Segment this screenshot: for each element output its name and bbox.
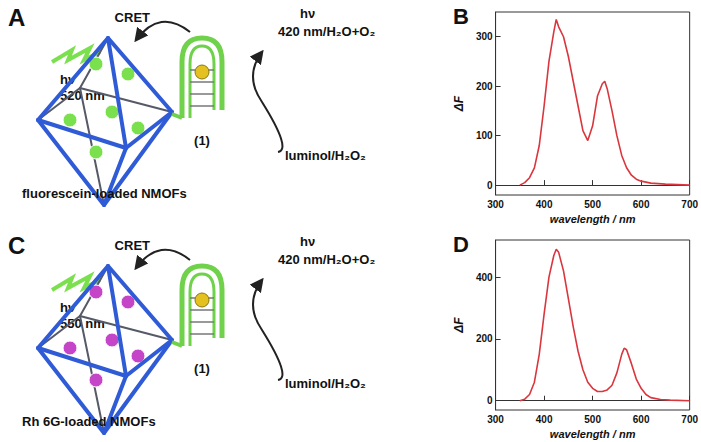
svg-text:420 nm/H₂O+O₂: 420 nm/H₂O+O₂ — [278, 252, 375, 267]
svg-text:600: 600 — [633, 414, 650, 425]
svg-text:ΔF: ΔF — [452, 95, 466, 112]
svg-text:600: 600 — [633, 199, 650, 210]
svg-text:hν: hν — [60, 300, 76, 315]
svg-text:hν: hν — [300, 6, 315, 21]
svg-text:fluorescein-loaded NMOFs: fluorescein-loaded NMOFs — [22, 186, 187, 201]
svg-text:700: 700 — [681, 414, 698, 425]
svg-text:300: 300 — [487, 414, 504, 425]
svg-text:0: 0 — [487, 180, 493, 191]
svg-text:hν: hν — [60, 72, 76, 87]
svg-text:500: 500 — [584, 199, 601, 210]
svg-text:B: B — [453, 4, 469, 29]
svg-text:100: 100 — [476, 130, 493, 141]
svg-text:hν: hν — [300, 234, 315, 249]
svg-text:(1): (1) — [194, 133, 210, 148]
svg-text:Rh 6G-loaded NMOFs: Rh 6G-loaded NMOFs — [22, 414, 156, 429]
svg-text:200: 200 — [476, 81, 493, 92]
svg-text:(1): (1) — [194, 361, 210, 376]
svg-text:420 nm/H₂O+O₂: 420 nm/H₂O+O₂ — [278, 24, 375, 39]
svg-text:luminol/H₂O₂: luminol/H₂O₂ — [285, 148, 366, 163]
svg-text:300: 300 — [476, 31, 493, 42]
svg-text:wavelength / nm: wavelength / nm — [550, 213, 636, 225]
svg-text:CRET: CRET — [115, 10, 150, 25]
svg-text:400: 400 — [536, 199, 553, 210]
svg-text:0: 0 — [487, 395, 493, 406]
svg-text:A: A — [8, 4, 25, 31]
svg-text:400: 400 — [536, 414, 553, 425]
svg-text:D: D — [453, 232, 469, 257]
svg-text:luminol/H₂O₂: luminol/H₂O₂ — [285, 376, 366, 391]
svg-text:700: 700 — [681, 199, 698, 210]
svg-text:500: 500 — [584, 414, 601, 425]
svg-text:wavelength / nm: wavelength / nm — [550, 428, 636, 440]
svg-text:CRET: CRET — [115, 238, 150, 253]
svg-text:550 nm: 550 nm — [60, 316, 105, 331]
svg-text:300: 300 — [487, 199, 504, 210]
svg-text:200: 200 — [476, 333, 493, 344]
svg-text:ΔF: ΔF — [452, 317, 466, 334]
svg-text:C: C — [8, 232, 25, 259]
svg-text:520 nm: 520 nm — [60, 88, 105, 103]
svg-text:400: 400 — [476, 272, 493, 283]
